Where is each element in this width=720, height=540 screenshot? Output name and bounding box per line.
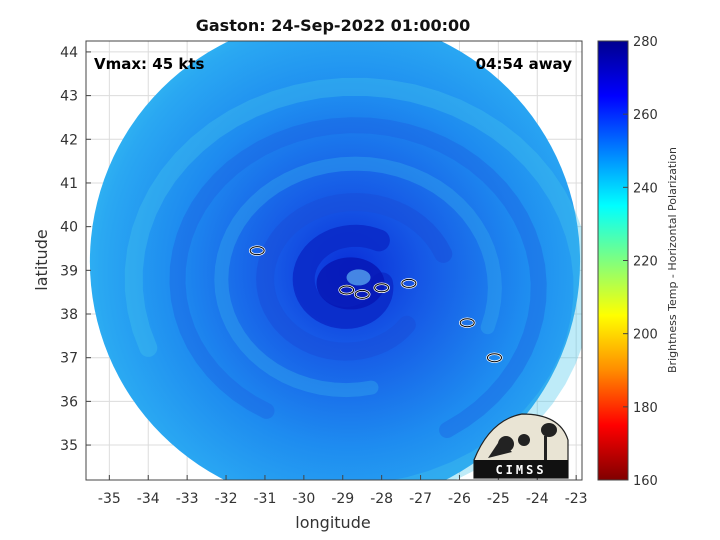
contour-line xyxy=(354,289,370,299)
y-tick-label: 35 xyxy=(60,438,78,454)
colorbar-tick-label: 180 xyxy=(633,401,658,416)
colorbar-tick-label: 280 xyxy=(633,35,658,50)
colorbar-label: Brightness Temp - Horizontal Polarizatio… xyxy=(666,147,679,373)
x-tick-label: -28 xyxy=(370,491,393,507)
logo-banner xyxy=(474,460,568,478)
colorbar-tick-label: 240 xyxy=(633,181,658,196)
y-axis-ticks: 35 36 37 38 39 40 41 42 43 44 xyxy=(60,45,91,454)
contour-line xyxy=(486,353,502,363)
colorbar-tick-label: 220 xyxy=(633,255,658,270)
contour-group xyxy=(248,245,503,363)
x-tick-label: -33 xyxy=(176,491,199,507)
x-axis-label: longitude xyxy=(295,513,370,532)
plot-border xyxy=(85,40,583,481)
logo-tower-icon xyxy=(544,436,547,462)
cimss-logo: CIMSS xyxy=(473,413,569,479)
x-tick-label: -29 xyxy=(331,491,354,507)
contour-line xyxy=(339,285,355,295)
logo-dish-icon xyxy=(518,434,530,446)
rain-band xyxy=(169,117,547,438)
y-tick-label: 41 xyxy=(60,176,78,192)
time-away-annotation: 04:54 away xyxy=(476,55,573,73)
rain-band xyxy=(256,192,453,361)
chart-title: Gaston: 24-Sep-2022 01:00:00 xyxy=(196,16,471,35)
y-tick-label: 38 xyxy=(60,307,78,323)
logo-text: CIMSS xyxy=(495,463,546,477)
x-tick-label: -30 xyxy=(292,491,315,507)
rain-band xyxy=(214,156,502,398)
x-axis-ticks: -35 -34 -33 -32 -31 -30 -29 -28 -27 -26 -25 -24 -23 xyxy=(98,475,588,507)
colorbar-tick-label: 160 xyxy=(633,474,658,489)
x-tick-label: -32 xyxy=(215,491,238,507)
contour-line xyxy=(401,278,417,288)
y-axis-label: latitude xyxy=(32,229,51,290)
contour-line xyxy=(459,318,475,328)
x-tick-label: -31 xyxy=(254,491,277,507)
y-tick-label: 39 xyxy=(60,263,78,279)
vmax-annotation: Vmax: 45 kts xyxy=(94,55,204,73)
logo-dish-icon xyxy=(498,436,514,452)
colorbar-tick-label: 200 xyxy=(633,328,658,343)
y-tick-label: 37 xyxy=(60,351,78,367)
y-tick-label: 40 xyxy=(60,220,78,236)
rain-band xyxy=(292,224,394,329)
colorbar-tick-label: 260 xyxy=(633,108,658,123)
y-tick-label: 43 xyxy=(60,89,78,105)
colorbar-ticks: 160 180 200 220 240 260 280 xyxy=(623,35,658,489)
x-tick-label: -35 xyxy=(98,491,121,507)
storm-core xyxy=(316,257,385,310)
y-tick-label: 44 xyxy=(60,45,78,61)
storm-eye xyxy=(346,269,371,286)
contour-line xyxy=(249,246,265,256)
contour-line xyxy=(374,283,390,293)
x-tick-label: -23 xyxy=(565,491,588,507)
x-tick-label: -24 xyxy=(526,491,549,507)
x-tick-label: -25 xyxy=(487,491,510,507)
logo-tower-icon xyxy=(541,423,557,437)
y-tick-label: 42 xyxy=(60,132,78,148)
y-tick-label: 36 xyxy=(60,394,78,410)
x-tick-label: -27 xyxy=(409,491,432,507)
x-tick-label: -26 xyxy=(448,491,471,507)
x-tick-label: -34 xyxy=(137,491,160,507)
